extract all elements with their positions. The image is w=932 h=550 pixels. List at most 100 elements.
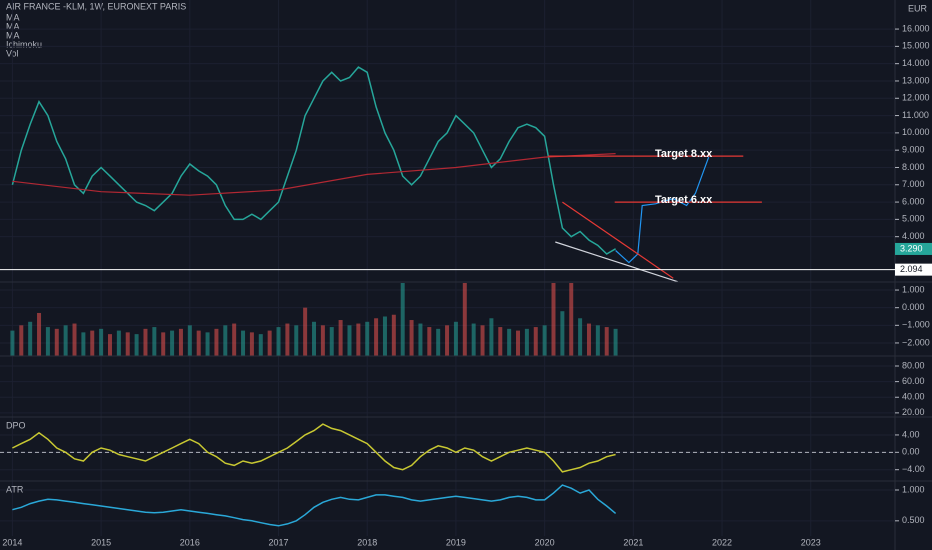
volume-bar [37,312,42,356]
y-tick-label: 0.000 [902,302,925,312]
volume-bar [223,325,228,356]
volume-bar [63,325,68,356]
y-tick-label: 10.000 [902,127,930,137]
y-tick-label: 0.00 [902,447,920,457]
volume-bar [303,307,308,356]
volume-bar [409,320,414,356]
x-tick-label: 2023 [801,537,821,547]
series-line [12,484,617,527]
volume-bar [551,283,556,356]
volume-bar [45,327,50,356]
volume-bar [19,325,24,356]
currency: EUR [908,3,928,13]
y-tick-label: 1.000 [902,484,925,494]
volume-bar [276,327,281,356]
y-tick-label: 20.00 [902,407,925,417]
volume-bar [28,321,33,356]
volume-bar [586,323,591,356]
x-tick-label: 2020 [535,537,555,547]
volume-bar [320,325,325,356]
volume-bar [241,330,246,356]
volume-bar [347,325,352,356]
indicator: Ichimoku [6,39,42,49]
y-tick-label: 8.000 [902,162,925,172]
panel-title: ATR [6,484,24,494]
volume-bar [418,323,423,356]
target-label: Target 8.xx [655,148,713,160]
y-tick-label: 9.000 [902,145,925,155]
volume-bar [54,328,59,356]
panel-title: DPO [6,420,26,430]
volume-bar [285,323,290,356]
y-tick-label: 40.00 [902,392,925,402]
volume-bar [312,321,316,356]
volume-bar [445,325,450,356]
x-tick-label: 2016 [180,537,200,547]
y-tick-label: 13.000 [902,75,930,85]
series-line [562,201,674,279]
volume-bar [382,316,387,356]
volume-bar [214,328,219,356]
x-tick-label: 2022 [712,537,732,547]
x-tick-label: 2019 [446,537,466,547]
x-tick-label: 2017 [269,537,289,547]
y-tick-label: 7.000 [902,179,925,189]
y-tick-label: −1.000 [902,320,930,330]
volume-bar [498,327,503,356]
volume-bar [374,318,379,356]
volume-bar [524,328,529,356]
volume-bar [533,327,538,356]
volume-bar [99,328,104,356]
volume-bar [187,325,192,356]
series-line [11,66,616,255]
volume-bar [507,328,512,356]
target-label: Target 6.xx [655,194,713,206]
series-line [12,423,616,473]
volume-bar [578,318,583,356]
y-tick-label: 12.000 [902,93,930,103]
volume-bar [542,325,547,356]
volume-bar [356,323,361,356]
price-tag [895,263,932,276]
volume-bar [338,320,343,356]
y-tick-label: 1.000 [902,284,925,294]
volume-bar [152,327,157,356]
y-tick-label: 15.000 [902,41,930,51]
volume-bar [90,330,95,356]
volume-bar [107,334,112,356]
y-tick-label: 0.500 [902,515,925,525]
y-tick-label: 6.000 [902,196,925,206]
volume-bar [116,330,121,356]
volume-bar [400,283,405,356]
volume-bar [196,330,201,356]
x-tick-label: 2015 [91,537,111,547]
volume-bar [604,327,609,356]
volume-bar [72,323,77,356]
x-tick-label: 2014 [2,537,22,547]
y-tick-label: 16.000 [902,23,930,33]
volume-bar [453,321,458,356]
volume-bar [462,283,467,356]
y-tick-label: 14.000 [902,58,930,68]
volume-bar [569,283,574,356]
y-tick-label: −4.00 [902,464,925,474]
x-tick-label: 2021 [623,537,643,547]
y-tick-label: 4.000 [902,231,925,241]
price-tag-label: 3.290 [900,243,923,253]
series-line [555,241,678,283]
volume-bar [267,330,272,356]
volume-bar [178,328,183,356]
volume-bar [365,321,370,356]
volume-bar [436,328,441,356]
volume-bar [143,328,148,356]
x-tick-label: 2018 [357,537,377,547]
volume-bar [560,311,565,356]
y-tick-label: 5.000 [902,214,925,224]
volume-bar [249,332,254,356]
volume-bar [125,332,130,356]
volume-bar [134,334,139,356]
volume-bar [480,325,485,356]
volume-bar [613,328,618,356]
